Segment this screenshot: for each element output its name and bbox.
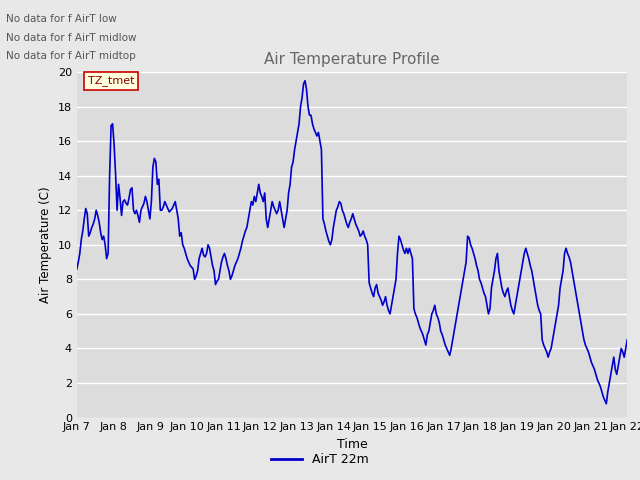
Text: No data for f AirT midlow: No data for f AirT midlow (6, 33, 137, 43)
Text: TZ_tmet: TZ_tmet (88, 75, 134, 86)
Y-axis label: Air Temperature (C): Air Temperature (C) (39, 187, 52, 303)
Text: No data for f AirT low: No data for f AirT low (6, 14, 117, 24)
X-axis label: Time: Time (337, 438, 367, 451)
Title: Air Temperature Profile: Air Temperature Profile (264, 52, 440, 67)
Text: No data for f AirT midtop: No data for f AirT midtop (6, 51, 136, 61)
Legend: AirT 22m: AirT 22m (266, 448, 374, 471)
